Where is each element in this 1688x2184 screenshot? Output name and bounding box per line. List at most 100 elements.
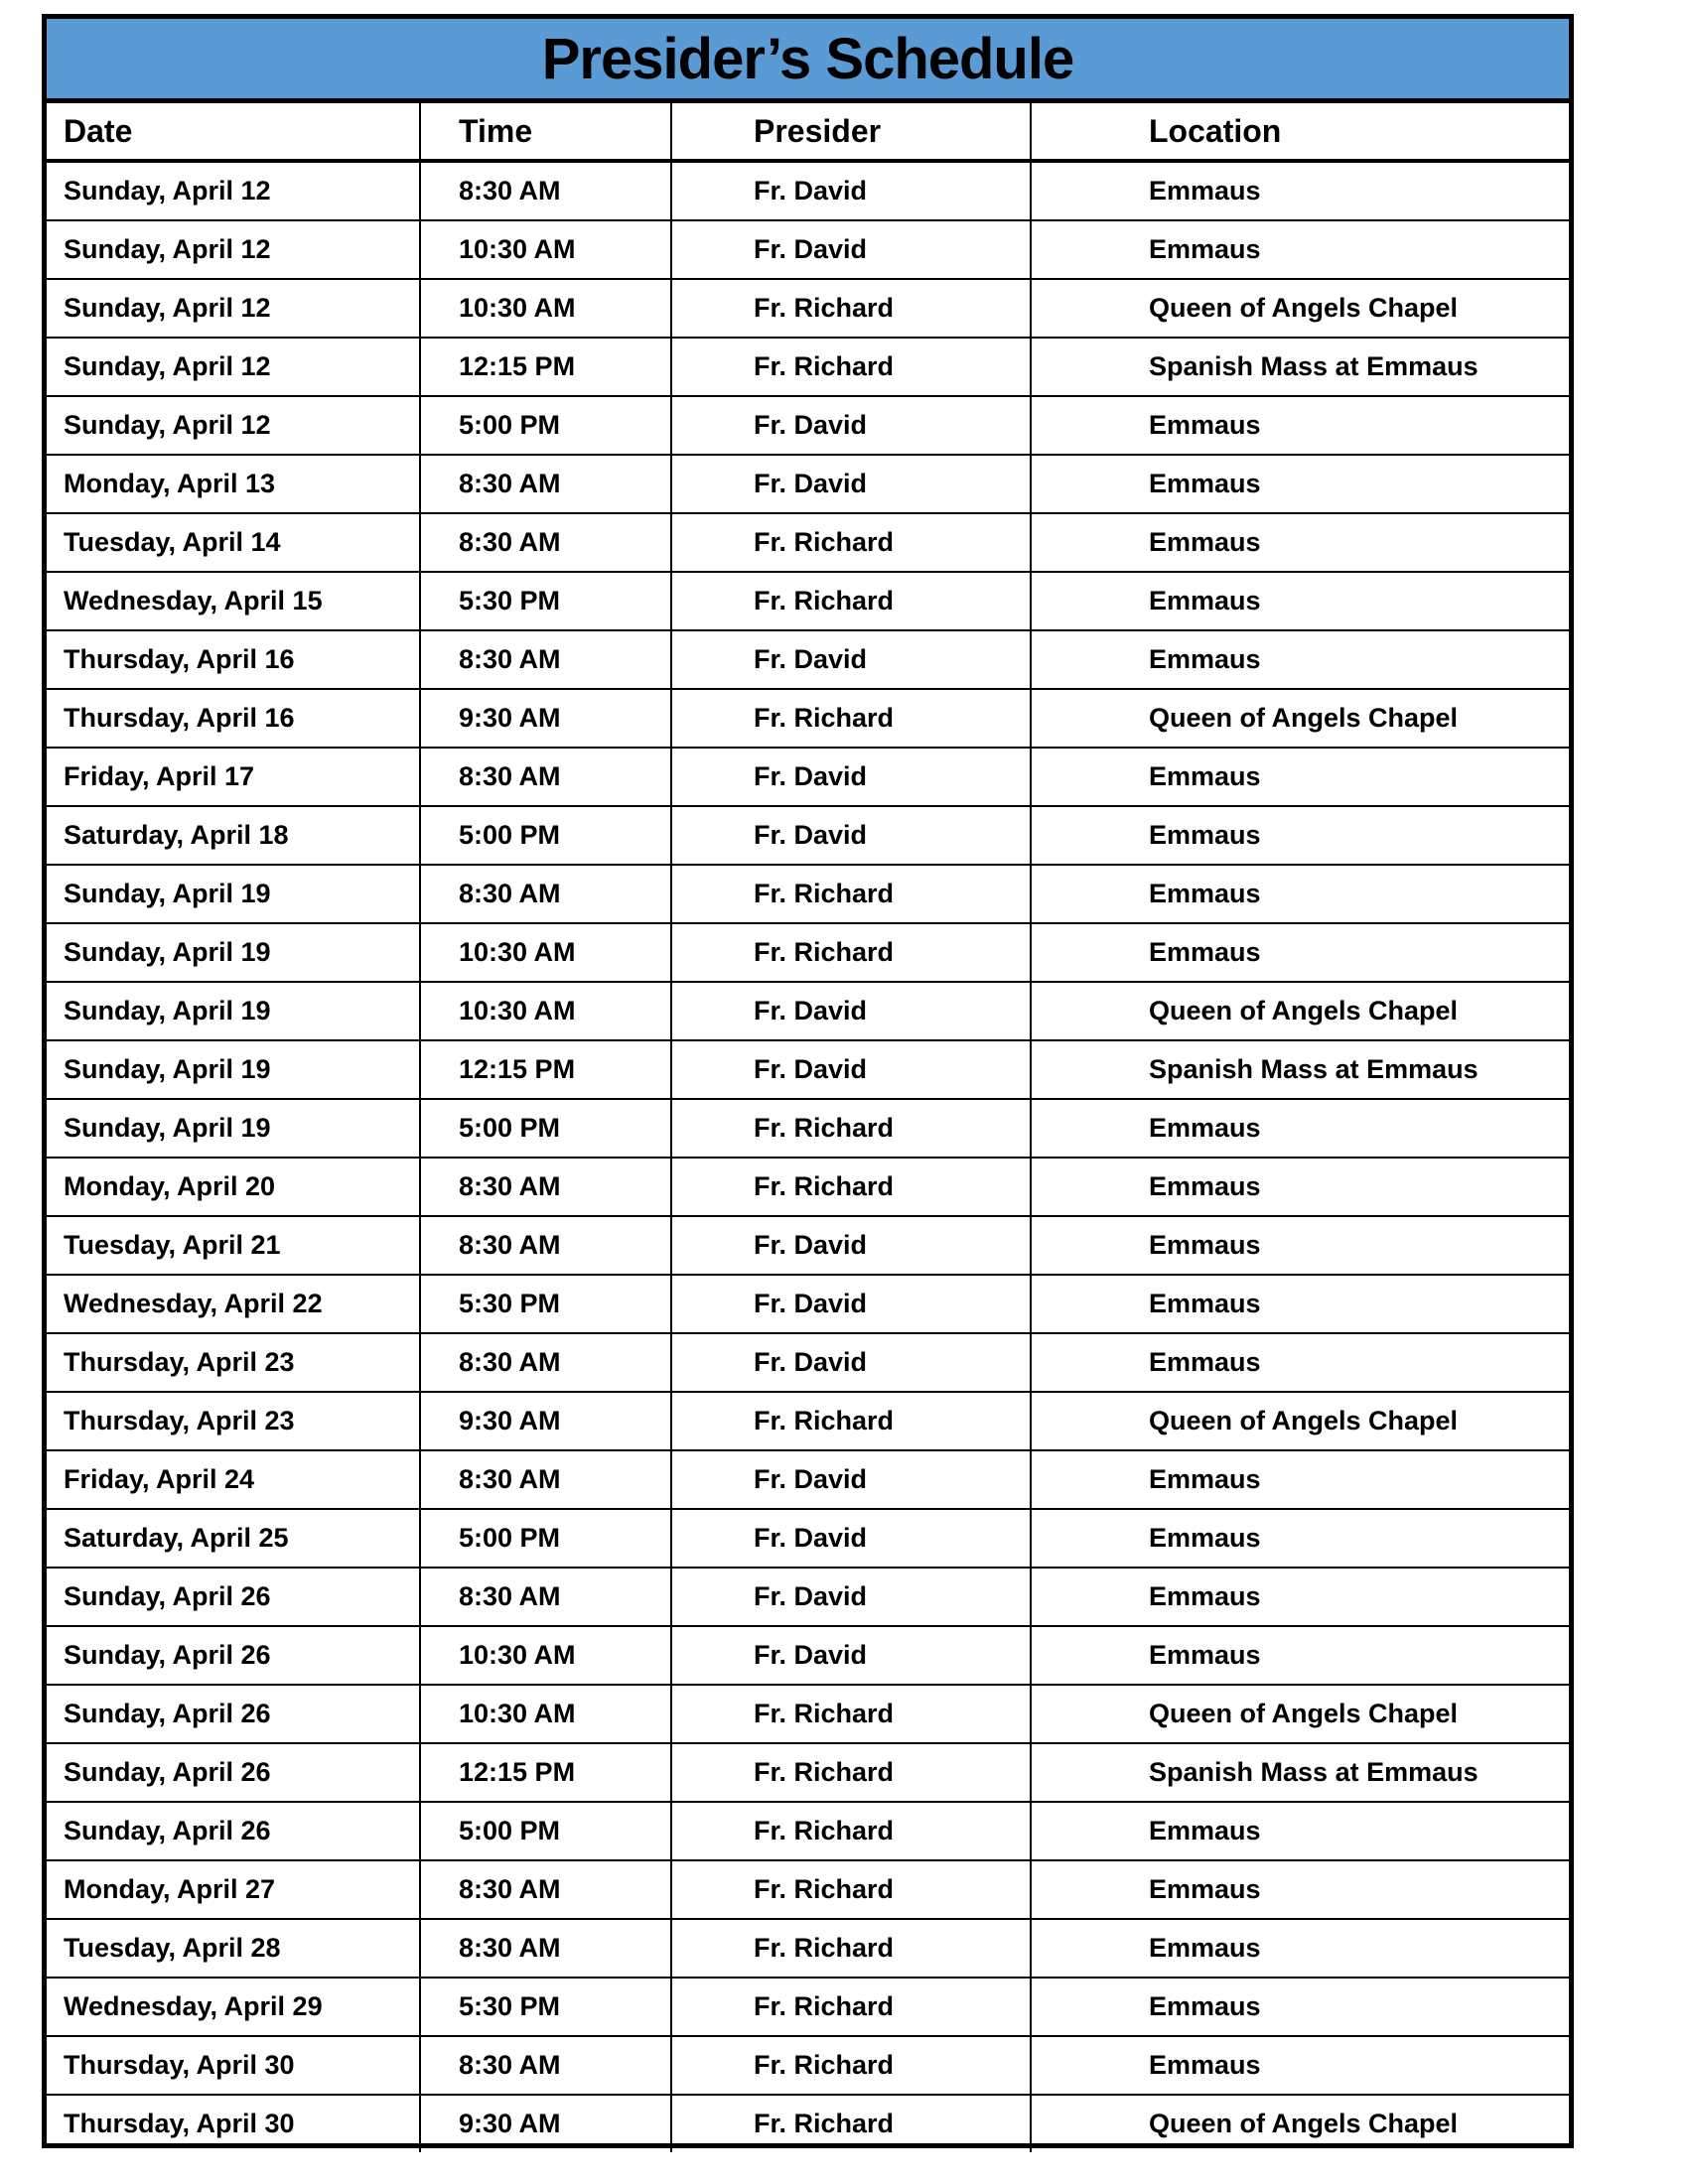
table-row: Wednesday, April 22 5:30 PM Fr. David Emmau…	[47, 1274, 1569, 1334]
table-row: Sunday, April 19 5:00 PM Fr. Richard Emmaus	[47, 1098, 1569, 1159]
table-row: Sunday, April 26 12:15 PM Fr. Richard Spani…	[47, 1742, 1569, 1803]
date-cell: Sunday, April 26	[47, 1801, 421, 1861]
column-header-location: Location	[1030, 103, 1569, 163]
date-cell: Wednesday, April 22	[47, 1274, 421, 1334]
location-cell: Emmaus	[1030, 2035, 1569, 2096]
presider-cell: Fr. David	[670, 747, 1032, 807]
presider-cell: Fr. Richard	[670, 1977, 1032, 2037]
location-cell: Emmaus	[1030, 1977, 1569, 2037]
presider-cell: Fr. David	[670, 219, 1032, 280]
table-row: Thursday, April 30 8:30 AM Fr. Richard Emma…	[47, 2035, 1569, 2096]
table-row: Tuesday, April 14 8:30 AM Fr. Richard Emmau…	[47, 512, 1569, 573]
header-row: Date Time Presider Location	[47, 103, 1569, 163]
schedule-sheet: Presider’s Schedule Date Time Presider L…	[42, 14, 1574, 2152]
date-cell: Sunday, April 26	[47, 1567, 421, 1627]
date-cell: Sunday, April 12	[47, 395, 421, 456]
presider-cell: Fr. David	[670, 395, 1032, 456]
table-row: Monday, April 27 8:30 AM Fr. Richard Emmaus	[47, 1859, 1569, 1920]
location-cell: Emmaus	[1030, 1215, 1569, 1276]
presider-cell: Fr. David	[670, 160, 1032, 221]
date-cell: Thursday, April 16	[47, 688, 421, 749]
time-cell: 10:30 AM	[419, 981, 672, 1041]
time-cell: 8:30 AM	[419, 1332, 672, 1393]
time-cell: 8:30 AM	[419, 2035, 672, 2096]
time-cell: 5:30 PM	[419, 1274, 672, 1334]
presider-cell: Fr. Richard	[670, 1098, 1032, 1159]
table-row: Wednesday, April 15 5:30 PM Fr. Richard Emm…	[47, 571, 1569, 631]
table-row: Sunday, April 12 12:15 PM Fr. Richard Spani…	[47, 337, 1569, 397]
time-cell: 8:30 AM	[419, 747, 672, 807]
time-cell: 9:30 AM	[419, 1391, 672, 1451]
time-cell: 8:30 AM	[419, 454, 672, 514]
location-cell: Queen of Angels Chapel	[1030, 1391, 1569, 1451]
location-cell: Emmaus	[1030, 1625, 1569, 1686]
presider-cell: Fr. Richard	[670, 1391, 1032, 1451]
date-cell: Sunday, April 19	[47, 922, 421, 983]
date-cell: Wednesday, April 29	[47, 1977, 421, 2037]
column-header-date: Date	[47, 103, 421, 163]
location-cell: Emmaus	[1030, 1918, 1569, 1979]
date-cell: Thursday, April 23	[47, 1391, 421, 1451]
location-cell: Emmaus	[1030, 1449, 1569, 1510]
location-cell: Emmaus	[1030, 864, 1569, 924]
time-cell: 10:30 AM	[419, 1684, 672, 1744]
location-cell: Emmaus	[1030, 1274, 1569, 1334]
presider-cell: Fr. Richard	[670, 337, 1032, 397]
column-header-time: Time	[419, 103, 672, 163]
table-row: Saturday, April 18 5:00 PM Fr. David Emmaus	[47, 805, 1569, 866]
location-cell: Spanish Mass at Emmaus	[1030, 1742, 1569, 1803]
time-cell: 8:30 AM	[419, 1215, 672, 1276]
table-row: Monday, April 13 8:30 AM Fr. David Emmaus	[47, 454, 1569, 514]
date-cell: Sunday, April 19	[47, 1039, 421, 1100]
presider-cell: Fr. Richard	[670, 1801, 1032, 1861]
time-cell: 5:30 PM	[419, 1977, 672, 2037]
table-row: Sunday, April 19 10:30 AM Fr. Richard Emmau…	[47, 922, 1569, 983]
location-cell: Emmaus	[1030, 1508, 1569, 1569]
presider-cell: Fr. Richard	[670, 278, 1032, 339]
schedule-table: Date Time Presider Location Sunday, Apri…	[47, 103, 1569, 2152]
date-cell: Sunday, April 26	[47, 1742, 421, 1803]
table-row: Sunday, April 26 10:30 AM Fr. David Emmaus	[47, 1625, 1569, 1686]
location-cell: Emmaus	[1030, 1859, 1569, 1920]
location-cell: Queen of Angels Chapel	[1030, 278, 1569, 339]
presider-cell: Fr. David	[670, 1625, 1032, 1686]
presider-cell: Fr. Richard	[670, 571, 1032, 631]
table-row: Tuesday, April 28 8:30 AM Fr. Richard Emmau…	[47, 1918, 1569, 1979]
table-row: Thursday, April 16 8:30 AM Fr. David Emmaus	[47, 629, 1569, 690]
location-cell: Emmaus	[1030, 160, 1569, 221]
presider-cell: Fr. David	[670, 1274, 1032, 1334]
time-cell: 8:30 AM	[419, 864, 672, 924]
presider-cell: Fr. Richard	[670, 2035, 1032, 2096]
presider-cell: Fr. David	[670, 1332, 1032, 1393]
presider-cell: Fr. Richard	[670, 1684, 1032, 1744]
location-cell: Emmaus	[1030, 1332, 1569, 1393]
presider-cell: Fr. David	[670, 1215, 1032, 1276]
presider-cell: Fr. Richard	[670, 864, 1032, 924]
presider-cell: Fr. Richard	[670, 1918, 1032, 1979]
table-row: Sunday, April 12 8:30 AM Fr. David Emmaus	[47, 160, 1569, 221]
time-cell: 10:30 AM	[419, 278, 672, 339]
time-cell: 8:30 AM	[419, 1859, 672, 1920]
date-cell: Sunday, April 12	[47, 219, 421, 280]
date-cell: Saturday, April 25	[47, 1508, 421, 1569]
date-cell: Thursday, April 30	[47, 2094, 421, 2152]
date-cell: Monday, April 27	[47, 1859, 421, 1920]
date-cell: Sunday, April 12	[47, 278, 421, 339]
date-cell: Friday, April 24	[47, 1449, 421, 1510]
location-cell: Emmaus	[1030, 512, 1569, 573]
presider-cell: Fr. David	[670, 805, 1032, 866]
date-cell: Sunday, April 26	[47, 1625, 421, 1686]
date-cell: Tuesday, April 28	[47, 1918, 421, 1979]
date-cell: Tuesday, April 14	[47, 512, 421, 573]
time-cell: 9:30 AM	[419, 2094, 672, 2152]
presider-cell: Fr. Richard	[670, 512, 1032, 573]
location-cell: Emmaus	[1030, 922, 1569, 983]
table-row: Sunday, April 26 8:30 AM Fr. David Emmaus	[47, 1567, 1569, 1627]
table-row: Sunday, April 12 10:30 AM Fr. David Emmaus	[47, 219, 1569, 280]
presider-cell: Fr. Richard	[670, 1859, 1032, 1920]
presider-cell: Fr. David	[670, 1449, 1032, 1510]
table-row: Sunday, April 19 12:15 PM Fr. David Spanish…	[47, 1039, 1569, 1100]
date-cell: Thursday, April 30	[47, 2035, 421, 2096]
table-row: Friday, April 17 8:30 AM Fr. David Emmaus	[47, 747, 1569, 807]
location-cell: Emmaus	[1030, 1801, 1569, 1861]
